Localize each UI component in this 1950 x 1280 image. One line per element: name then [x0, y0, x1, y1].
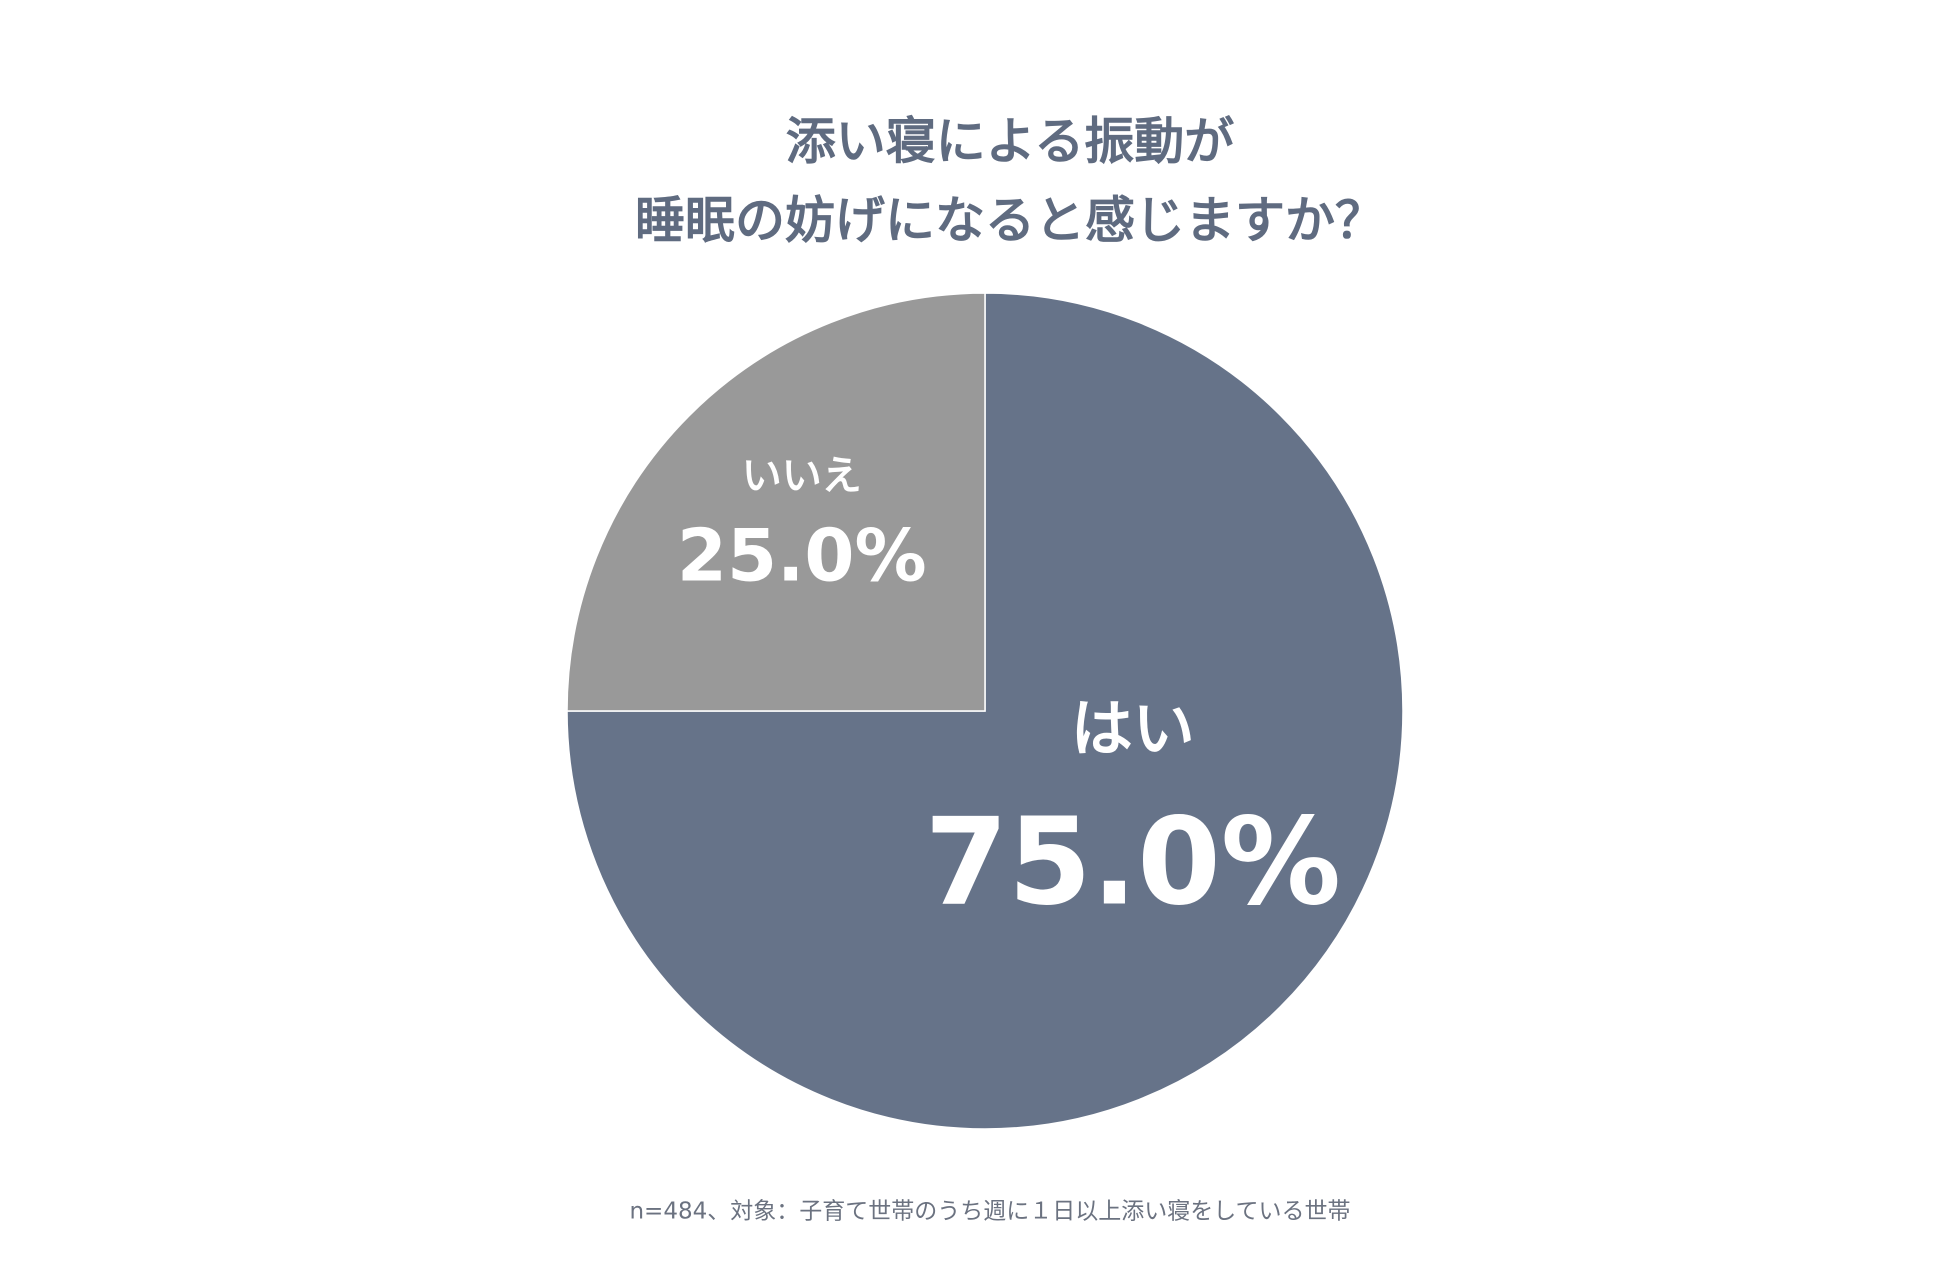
chart-title: 睡眠の妨げになると感じますか？: [635, 192, 1385, 250]
value-label: 75.0%: [925, 793, 1341, 932]
pie-slice: [566, 292, 986, 712]
pie-slice: [566, 292, 1404, 1130]
slice-label: はい: [1071, 692, 1195, 765]
value-label: 25.0%: [677, 513, 927, 597]
slice-label: いいえ: [742, 453, 862, 499]
chart-title: 添い寝による振動が: [786, 113, 1235, 171]
footnote: n=484、対象：子育て世帯のうち週に１日以上添い寝をしている世帯: [629, 1199, 1350, 1225]
